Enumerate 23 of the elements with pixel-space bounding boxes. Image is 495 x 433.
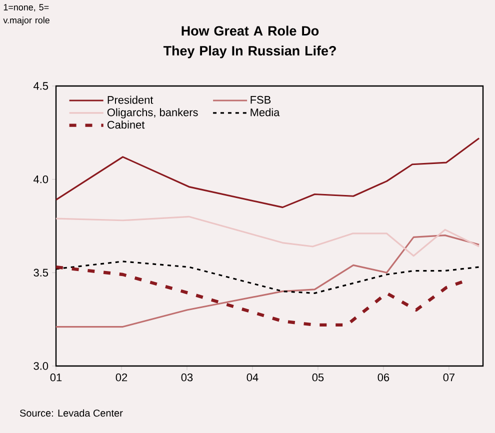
x-tick-label: 01 (50, 374, 62, 382)
x-tick-label: 06 (378, 374, 390, 382)
text: 1=none, 5= v.major role (3, 4, 50, 26)
x-tick-label: 05 (312, 374, 324, 382)
y-tick-label: 3.0 (34, 362, 48, 370)
legend-label: Cabinet (107, 120, 145, 129)
legend-label: President (108, 96, 154, 104)
x-tick-label: 03 (181, 374, 193, 382)
line-series (56, 137, 480, 208)
legend-label: Media (250, 108, 280, 116)
y-tick-label: 4.0 (34, 175, 48, 184)
x-tick-label: 07 (443, 374, 454, 382)
x-tick-label: 02 (116, 374, 128, 382)
line-series (56, 216, 480, 257)
chart-title: How Great A Role Do They Play In Russian Life? (163, 26, 336, 58)
source-note: Source: Levada Center (20, 409, 123, 417)
line-series (56, 265, 464, 327)
line-series (56, 234, 480, 328)
x-tick-label: 04 (246, 374, 258, 382)
legend-label: FSB (250, 96, 271, 104)
legend-label: Oligarchs, bankers (107, 108, 198, 118)
y-tick-label: 3.5 (34, 268, 48, 277)
y-tick-label: 4.5 (34, 82, 48, 90)
